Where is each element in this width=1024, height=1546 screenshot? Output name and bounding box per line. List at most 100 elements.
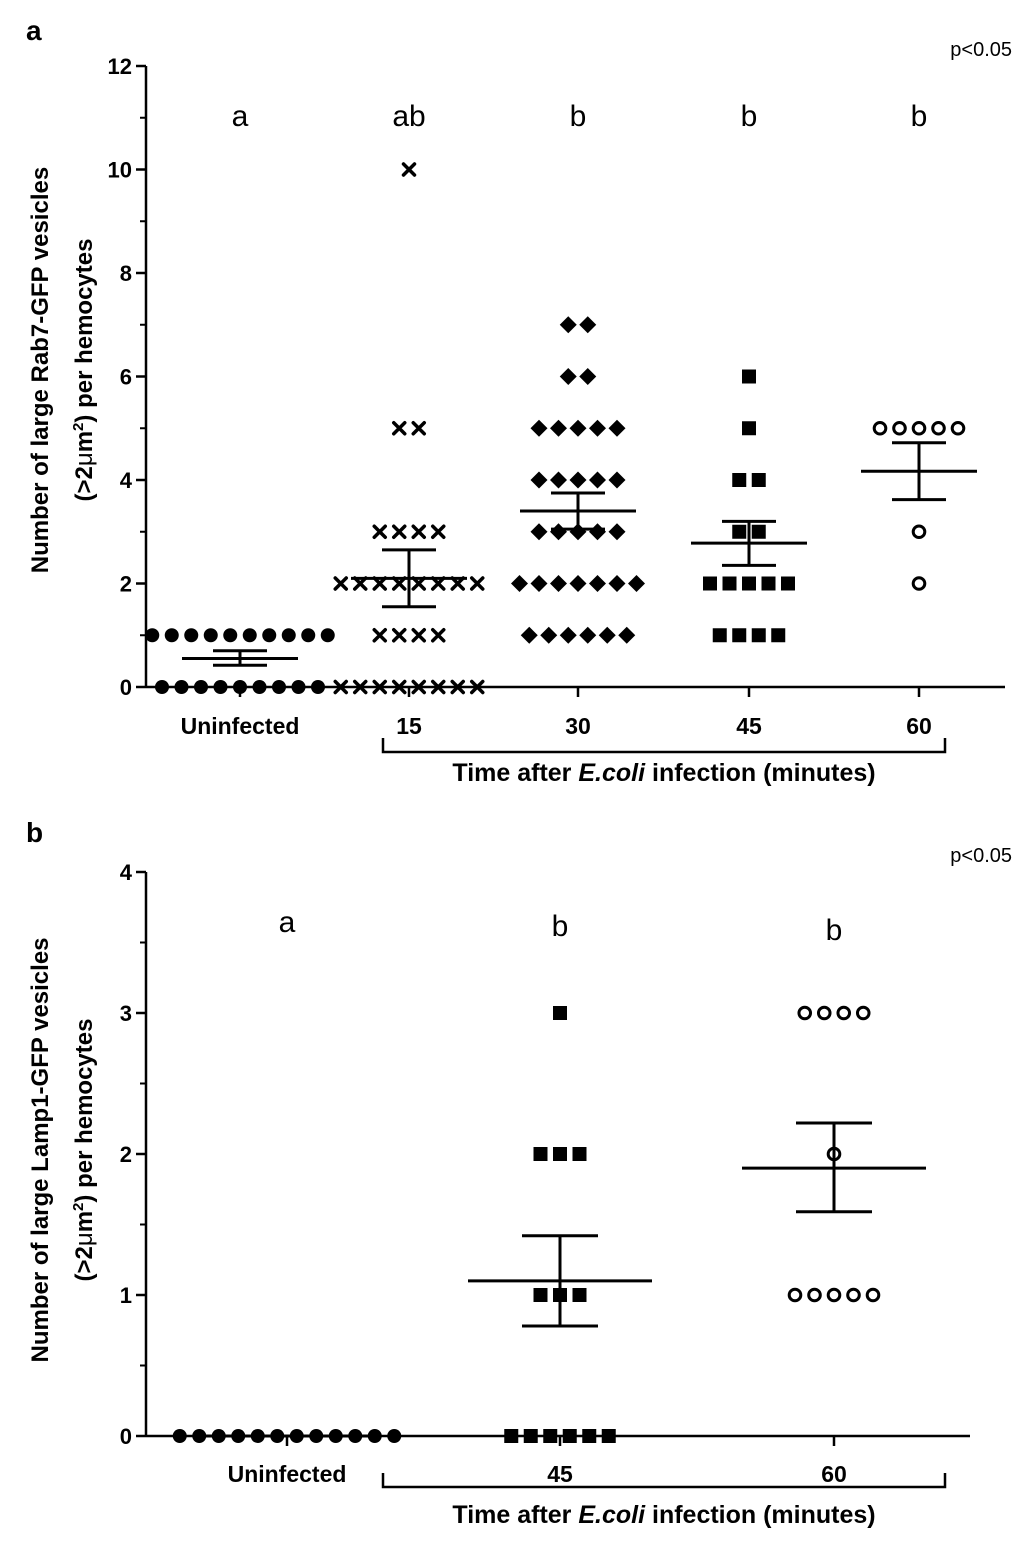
data-point: [598, 626, 616, 644]
data-point: [892, 420, 907, 436]
data-point: [281, 628, 296, 643]
data-point: [392, 576, 407, 591]
y-tick-label: 1: [120, 1283, 132, 1308]
data-point: [550, 419, 567, 437]
panel-a-category-labels: Uninfected 15 30 45 60: [181, 713, 932, 739]
y-tick-label: 2: [120, 1142, 132, 1167]
data-point: [911, 524, 927, 540]
data-point: [550, 523, 567, 541]
data-point: [703, 576, 717, 591]
data-point: [291, 680, 306, 694]
data-point: [387, 1429, 402, 1443]
y-tick-label: 3: [120, 1001, 132, 1026]
data-point: [272, 680, 286, 694]
data-point: [553, 1006, 567, 1020]
y-tick-label: 4: [120, 468, 133, 493]
data-point: [450, 576, 465, 591]
data-point: [174, 680, 189, 694]
data-point: [223, 628, 238, 643]
data-point: [608, 523, 626, 541]
data-point: [618, 626, 636, 644]
significance-letter: b: [911, 100, 928, 133]
data-point: [601, 1429, 616, 1443]
panel-b-time-bracket: [381, 1473, 947, 1489]
panel-b-xlabel: Time after E.coli infection (minutes): [452, 1501, 875, 1529]
data-point: [353, 576, 368, 591]
data-point: [411, 524, 426, 539]
data-point: [431, 524, 446, 539]
data-point: [608, 471, 626, 489]
data-point: [353, 679, 368, 695]
data-point: [470, 679, 485, 695]
significance-letter: b: [552, 910, 569, 943]
data-point: [392, 628, 407, 643]
data-point: [372, 524, 387, 539]
data-point: [742, 369, 756, 384]
data-point: [431, 679, 446, 695]
y-tick-label: 12: [108, 54, 132, 79]
significance-letter: b: [741, 100, 758, 133]
data-point: [431, 628, 446, 643]
data-point: [411, 628, 426, 643]
data-point: [333, 576, 348, 591]
data-point: [931, 420, 946, 436]
data-point: [401, 162, 417, 177]
panel-a-marks: a ab b b b: [145, 100, 977, 695]
data-point: [771, 628, 786, 643]
data-point: [411, 421, 426, 436]
panel-b-axes: 0 1 2 3 4: [120, 860, 970, 1449]
data-point: [569, 419, 587, 437]
data-point: [392, 679, 407, 695]
data-point: [872, 420, 888, 436]
data-point: [530, 471, 548, 489]
panel-b-ylabel-line1: Number of large Lamp1-GFP vesicles: [27, 937, 54, 1362]
panel-b: b p<0.05 Number of large Lamp1-GFP vesic…: [26, 817, 1012, 1529]
data-point: [582, 1429, 597, 1443]
y-tick-label: 2: [120, 572, 132, 597]
x-category-label: 45: [736, 713, 762, 739]
data-point: [533, 1147, 548, 1161]
y-tick-label: 8: [120, 261, 132, 286]
data-point: [865, 1287, 881, 1303]
data-point: [572, 1147, 587, 1161]
data-point: [431, 576, 446, 591]
x-category-label: 15: [396, 713, 422, 739]
significance-letter: ab: [392, 100, 425, 133]
data-point: [751, 524, 766, 539]
data-point: [242, 628, 257, 643]
x-category-label: 60: [906, 713, 932, 739]
data-point: [203, 628, 218, 643]
data-point: [732, 628, 747, 643]
data-point: [470, 576, 485, 591]
panel-a-ylabel-line1: Number of large Rab7-GFP vesicles: [27, 167, 54, 573]
data-point: [262, 628, 277, 643]
data-point: [579, 368, 597, 385]
data-point: [372, 628, 387, 643]
y-tick-label: 0: [120, 1424, 132, 1449]
data-point: [520, 626, 538, 644]
data-point: [579, 316, 597, 334]
significance-letter: a: [232, 100, 249, 133]
data-point: [252, 680, 267, 694]
data-point: [155, 680, 169, 694]
data-point: [550, 575, 567, 592]
y-tick-label: 0: [120, 675, 132, 700]
y-tick-label: 4: [120, 860, 133, 885]
data-point: [540, 626, 558, 644]
data-point: [722, 576, 737, 591]
data-point: [781, 576, 795, 591]
data-point: [572, 1288, 587, 1302]
data-point: [145, 628, 160, 643]
panel-a: a p<0.05 Number of large Rab7-GFP vesicl…: [26, 15, 1012, 787]
data-point: [372, 679, 387, 695]
significance-letter: b: [826, 914, 843, 947]
data-point: [751, 628, 766, 643]
data-point: [213, 680, 228, 694]
data-point: [826, 1287, 842, 1303]
y-tick-label: 10: [108, 158, 132, 183]
data-point: [194, 680, 208, 694]
data-point: [450, 679, 465, 695]
x-category-label: Uninfected: [228, 1461, 347, 1487]
data-point: [543, 1429, 558, 1443]
